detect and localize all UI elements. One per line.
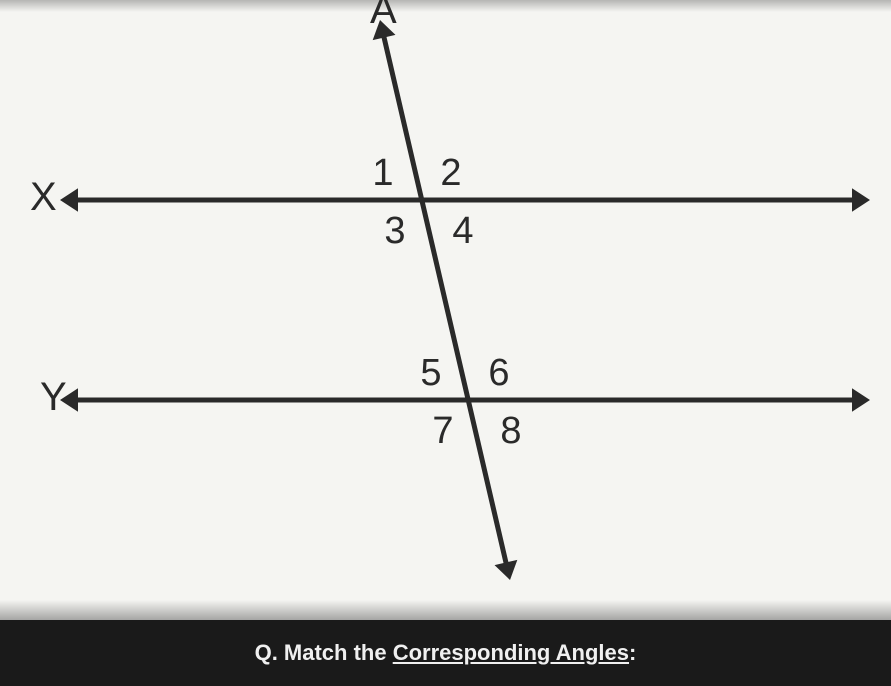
line-label-x: X: [30, 175, 57, 220]
geometry-svg: [0, 0, 891, 620]
angle-label-1: 1: [368, 152, 398, 195]
question-bar: Q. Match the Corresponding Angles :: [0, 620, 891, 686]
question-prefix: Q.: [255, 640, 278, 666]
angle-label-2: 2: [436, 152, 466, 195]
angle-label-6: 6: [484, 352, 514, 395]
line-label-y: Y: [40, 375, 67, 420]
angle-label-3: 3: [380, 210, 410, 253]
angle-label-8: 8: [496, 410, 526, 453]
question-lead: Match the: [284, 640, 387, 666]
diagram-area: X Y A 1 2 3 4 5 6 7 8: [0, 0, 891, 620]
angle-label-5: 5: [416, 352, 446, 395]
angle-label-4: 4: [448, 210, 478, 253]
question-keyword: Corresponding Angles: [393, 640, 629, 666]
line-label-a: A: [370, 0, 397, 33]
angle-label-7: 7: [428, 410, 458, 453]
question-suffix: :: [629, 640, 636, 666]
